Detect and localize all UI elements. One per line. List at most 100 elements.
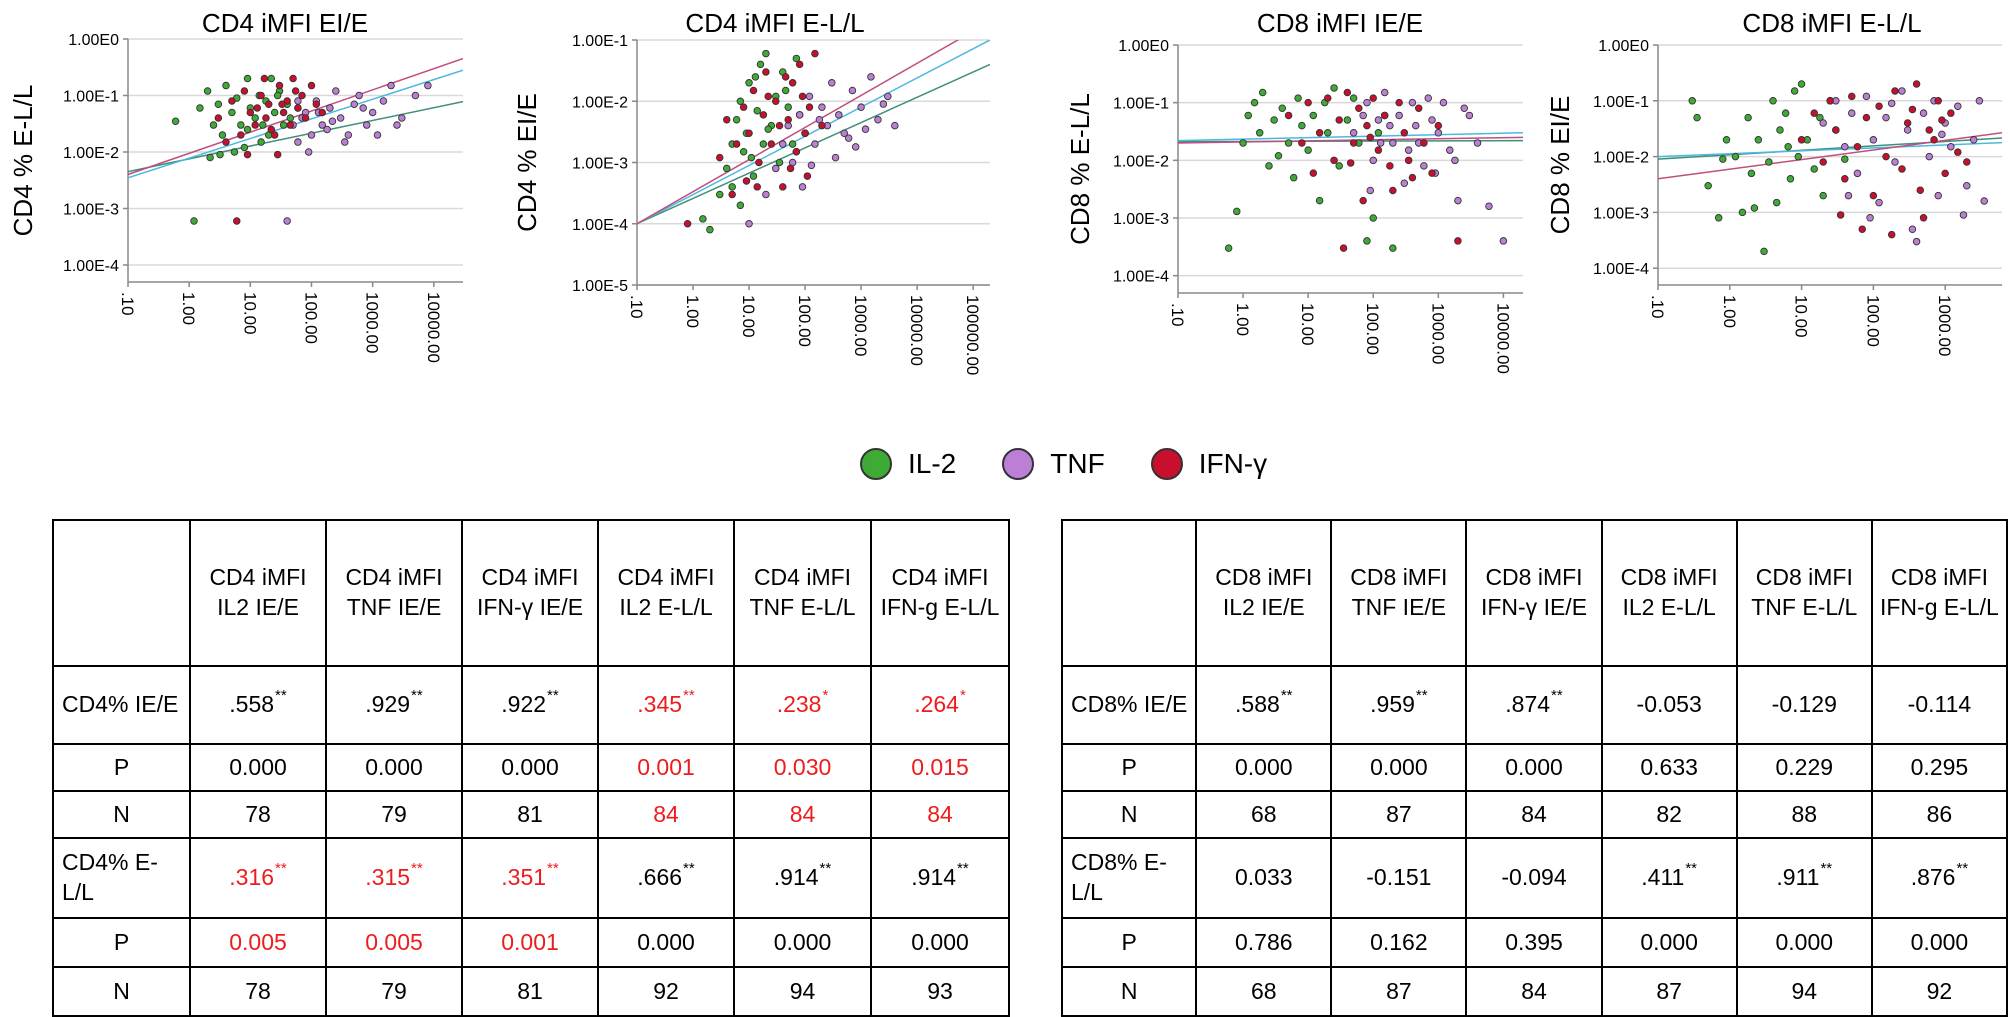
x-tick-label: 1000.00 [363,292,382,353]
data-point [246,108,255,117]
data-point [749,86,758,95]
data-point [1848,92,1856,101]
row-label: P [52,743,191,792]
data-point [1265,162,1273,170]
data-point [291,87,300,95]
data-point [278,100,286,108]
data-point [1832,126,1840,134]
data-point [1366,133,1375,142]
data-point [1349,129,1358,137]
data-point [1882,152,1890,161]
column-header-line: CD8 iMFI [1485,564,1583,591]
data-point [275,81,284,90]
significance-marker: ** [1280,687,1293,705]
data-point [1722,136,1731,144]
column-header-line: CD4 iMFI [209,564,307,591]
data-point [1938,130,1946,139]
data-point [1339,244,1348,252]
data-point [1363,237,1371,245]
cell-value: 0.000 [1775,928,1834,955]
table-cell: 68 [1195,966,1333,1017]
data-point [387,81,395,90]
data-point [1428,116,1436,124]
data-point [228,97,236,105]
data-point [1439,98,1448,107]
data-point [1908,225,1917,233]
data-point [1330,84,1338,92]
data-point [206,153,214,162]
legend-swatch-il2 [860,448,892,480]
legend-label-il2: IL-2 [908,448,957,479]
data-point [1499,237,1508,245]
y-axis-label: CD4 % EI/E [512,93,542,232]
data-point [196,104,204,112]
data-point [1359,196,1367,205]
data-point [831,153,840,162]
data-point [294,97,302,105]
data-point [818,103,826,111]
table-cell: 68 [1195,790,1333,839]
data-point [1374,146,1383,154]
significance-marker: ** [683,860,695,878]
y-tick-label: 1.00E-3 [572,156,628,173]
table-cell: 84 [597,790,735,839]
data-point [1349,94,1358,102]
significance-marker: ** [1415,687,1428,705]
data-point [867,73,875,81]
cell-value: .264 [914,691,959,718]
data-point [879,100,888,108]
table-cell: .666** [597,837,735,919]
table-cell: .911** [1735,837,1873,919]
data-point [828,79,836,87]
header-corner [1060,519,1198,667]
data-point [1434,129,1443,137]
significance-marker: ** [1820,860,1833,878]
data-point [1754,136,1763,144]
data-point [1346,159,1355,167]
cell-value: 0.000 [1910,928,1969,955]
data-point [1887,99,1896,108]
cell-value: 84 [1521,977,1547,1004]
significance-marker: ** [411,860,423,878]
data-point [294,104,302,112]
cell-value: 79 [381,800,407,827]
data-point [756,60,765,69]
data-point [1810,109,1818,117]
data-point [1335,162,1343,170]
data-point [781,73,790,81]
data-point [260,74,269,83]
data-point [1465,111,1474,120]
data-point [1224,244,1233,252]
legend-item-il2: IL-2 [860,448,956,480]
column-header-line: TNF IE/E [346,594,442,620]
column-header-line: IFN-γ IE/E [1480,594,1588,620]
data-point [1903,119,1912,127]
cell-value: 0.000 [1235,753,1293,780]
cell-value: .345 [637,691,683,718]
column-header-line: CD8 iMFI [1620,564,1718,591]
data-point [228,108,236,117]
data-point [216,150,224,159]
row-label: CD8% IE/E [1060,665,1198,745]
data-point [1869,191,1878,200]
data-point [1760,247,1768,256]
table-cell: .914** [733,837,872,919]
data-point [279,108,288,117]
x-tick-label: 1.00 [1720,295,1739,328]
column-header: CD4 iMFI TNF E-L/L [733,519,872,667]
data-point [1898,87,1906,95]
table-cell: 87 [1330,966,1468,1017]
y-tick-label: 1.00E-5 [572,278,628,295]
chart-title: CD8 iMFI E-L/L [1742,8,1921,38]
row-label: P [52,917,191,968]
data-point [1485,202,1493,210]
table-cell: .558** [189,665,327,745]
data-point [818,121,826,130]
table-cell: .922** [461,665,599,745]
cell-value: 0.000 [773,928,832,955]
cell-value: 0.000 [501,753,559,780]
data-point [1428,169,1436,177]
data-point [798,92,807,101]
cell-value: .929 [365,691,411,718]
data-point [1404,156,1413,165]
